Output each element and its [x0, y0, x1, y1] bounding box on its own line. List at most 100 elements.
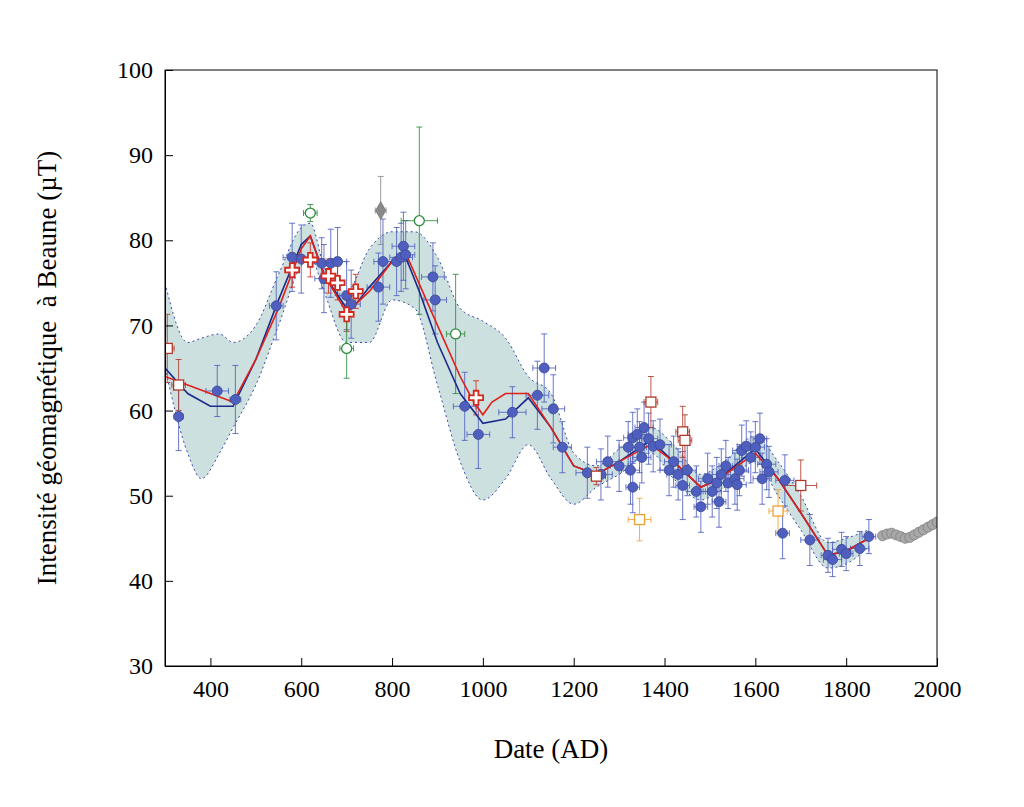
y-tick-label: 50 [129, 483, 153, 509]
data-point [703, 474, 713, 484]
y-tick: 80 [129, 227, 173, 253]
chart: 4006008001000120014001600180020003040506… [0, 0, 1024, 807]
x-tick-mark [574, 658, 575, 666]
data-point [669, 457, 679, 467]
data-point [342, 343, 352, 353]
x-tick-label: 1000 [459, 676, 507, 702]
data-point [460, 401, 470, 411]
band-upper-edge [165, 223, 869, 542]
x-tick-label: 400 [193, 676, 229, 702]
x-tick-label: 800 [375, 676, 411, 702]
y-tick: 30 [129, 653, 173, 679]
data-point [451, 329, 461, 339]
x-tick: 2000 [914, 658, 962, 702]
data-point [741, 441, 751, 451]
data-point [696, 502, 706, 512]
data-point [805, 535, 815, 545]
x-tick: 600 [284, 658, 320, 702]
data-point [778, 528, 788, 538]
data-point [828, 555, 838, 565]
x-tick-label: 2000 [914, 676, 962, 702]
y-tick-label: 70 [129, 313, 153, 339]
y-tick-mark [165, 240, 173, 241]
data-point [691, 486, 701, 496]
data-point [174, 380, 184, 390]
data-point [557, 442, 567, 452]
area-layer [165, 223, 869, 568]
x-axis-line [166, 666, 938, 667]
x-tick: 400 [193, 658, 229, 702]
data-point [682, 465, 692, 475]
y-tick-mark [165, 70, 173, 71]
x-tick-mark [483, 658, 484, 666]
data-point [628, 482, 638, 492]
y-tick: 70 [129, 313, 173, 339]
data-point [331, 276, 345, 290]
y-tick-label: 60 [129, 398, 153, 424]
data-point [680, 435, 690, 445]
y-tick-mark [165, 325, 173, 326]
y-tick-label: 100 [117, 57, 153, 83]
x-tick: 1200 [550, 658, 598, 702]
data-point [230, 395, 240, 405]
data-point [755, 434, 765, 444]
x-tick-mark [210, 658, 211, 666]
x-tick-mark [846, 658, 847, 666]
data-point [732, 480, 742, 490]
data-point [678, 480, 688, 490]
y-tick-mark [165, 496, 173, 497]
data-point [714, 497, 724, 507]
y-tick-label: 30 [129, 653, 153, 679]
data-point [796, 480, 806, 490]
x-tick-mark [937, 658, 938, 666]
data-point [333, 257, 343, 267]
data-point [646, 397, 656, 407]
line-layer [165, 236, 869, 555]
x-tick-label: 1200 [550, 676, 598, 702]
data-point [734, 465, 744, 475]
data-point [165, 343, 172, 353]
x-tick-mark [392, 658, 393, 666]
data-point [639, 423, 649, 433]
data-point [305, 208, 315, 218]
data-point [469, 391, 483, 405]
x-tick-mark [665, 658, 666, 666]
data-point [841, 549, 851, 559]
y-tick-label: 80 [129, 227, 153, 253]
marker-layer [165, 202, 937, 565]
data-point [373, 282, 383, 292]
data-point [401, 250, 411, 260]
data-point [548, 404, 558, 414]
data-point [623, 442, 633, 452]
data-point [855, 544, 865, 554]
data-point [673, 469, 683, 479]
data-point [414, 216, 424, 226]
data-point [539, 363, 549, 373]
y-tick-label: 90 [129, 142, 153, 168]
x-tick: 1800 [823, 658, 871, 702]
data-point [635, 442, 645, 452]
x-tick: 1000 [459, 658, 507, 702]
data-point [285, 263, 299, 277]
data-point [746, 452, 756, 462]
data-point [507, 407, 517, 417]
data-point [864, 532, 874, 542]
data-point [773, 506, 783, 516]
confidence-band [165, 223, 869, 568]
y-tick: 100 [117, 57, 173, 83]
x-tick: 800 [375, 658, 411, 702]
y-tick-mark [165, 411, 173, 412]
data-point [349, 284, 363, 298]
data-point [271, 301, 281, 311]
x-tick-label: 600 [284, 676, 320, 702]
y-tick: 40 [129, 568, 173, 594]
plot-frame [165, 70, 937, 666]
data-point [655, 440, 665, 450]
y-tick-mark [165, 581, 173, 582]
y-axis-line [165, 71, 166, 667]
plot-area [165, 127, 937, 577]
y-tick-mark [165, 155, 173, 156]
data-point [430, 295, 440, 305]
data-point [212, 386, 222, 396]
data-point [376, 202, 386, 220]
